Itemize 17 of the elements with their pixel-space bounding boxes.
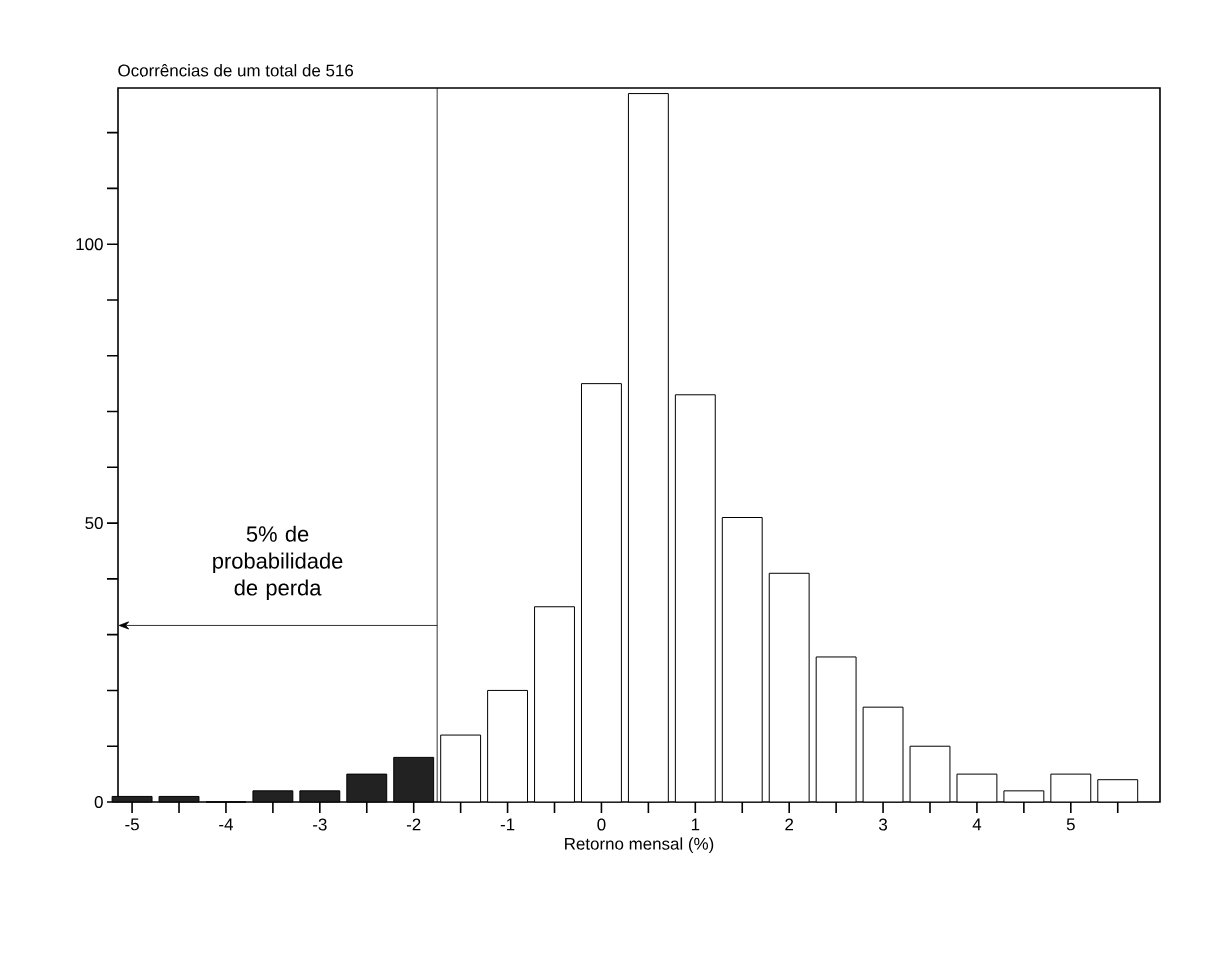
x-tick-label: -2 <box>406 818 421 831</box>
chart-title: Ocorrências de um total de 516 <box>118 64 354 77</box>
x-tick-label: 3 <box>878 818 888 831</box>
x-tick-label: 2 <box>785 818 794 831</box>
x-tick-label: 5 <box>1066 818 1075 831</box>
x-tick-label: -1 <box>500 818 515 831</box>
y-tick-label: 50 <box>85 517 103 530</box>
x-tick-label: 1 <box>691 818 700 831</box>
y-tick-label: 100 <box>76 238 103 251</box>
x-tick-label: -3 <box>313 818 327 831</box>
x-tick-label: -5 <box>125 818 139 831</box>
y-tick-label: 0 <box>94 796 103 808</box>
x-tick-label: -4 <box>219 818 233 831</box>
x-tick-label: 0 <box>597 818 606 831</box>
x-tick-label: 4 <box>972 818 982 831</box>
annotation: 5% de probabilidade de perda <box>213 525 343 600</box>
x-axis-title: Retorno mensal (%) <box>565 837 714 854</box>
